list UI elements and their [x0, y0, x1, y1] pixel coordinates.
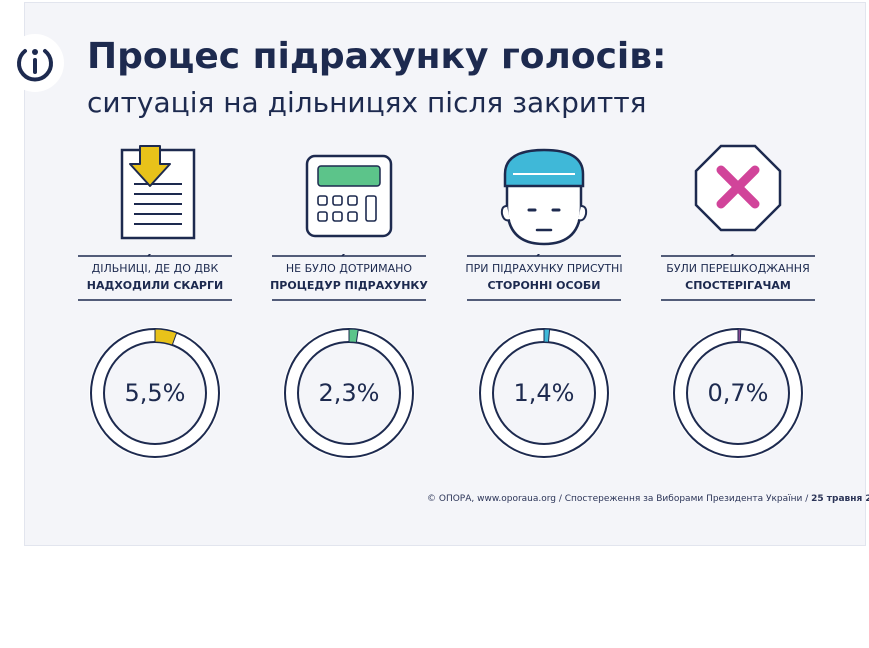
stat-label-line1: ДІЛЬНИЦІ, ДЕ ДО ДВК	[91, 262, 219, 275]
value-label: 1,4%	[514, 379, 575, 407]
donut-chart: 0,7%	[672, 327, 804, 459]
power-info-icon	[17, 49, 53, 82]
stat-label-line2: СТОРОННІ ОСОБИ	[487, 279, 601, 292]
donut-chart: 5,5%	[89, 327, 221, 459]
footer-credit: © ОПОРА, www.oporaua.org / Спостереження…	[427, 494, 869, 504]
footer-date: 25 травня 2014	[811, 494, 869, 504]
stat-label-line2: ПРОЦЕДУР ПІДРАХУНКУ	[270, 279, 428, 292]
document-download-icon	[120, 145, 196, 240]
footer-source: © ОПОРА, www.oporaua.org / Спостереження…	[427, 494, 809, 504]
donut-chart: 1,4%	[478, 327, 610, 459]
stat-label-line1: ПРИ ПІДРАХУНКУ ПРИСУТНІ	[465, 262, 623, 275]
label-rules	[661, 254, 815, 301]
person-beanie-icon	[500, 148, 588, 246]
donut-slice	[737, 328, 742, 343]
donut-chart: 2,3%	[283, 327, 415, 459]
page-subtitle: ситуація на дільницях після закриття	[87, 86, 647, 119]
value-label: 2,3%	[319, 379, 380, 407]
stat-label-line2: СПОСТЕРІГАЧАМ	[685, 279, 791, 292]
stat-label-line2: НАДХОДИЛИ СКАРГИ	[86, 279, 224, 292]
value-label: 0,7%	[708, 379, 769, 407]
value-label: 5,5%	[125, 379, 186, 407]
label-rules	[467, 254, 621, 301]
page-title: Процес підрахунку голосів:	[87, 36, 667, 77]
label-rules	[78, 254, 232, 301]
label-rules	[272, 254, 426, 301]
stat-label-line1: БУЛИ ПЕРЕШКОДЖАННЯ	[666, 262, 810, 275]
calculator-icon	[305, 154, 393, 238]
stop-x-icon	[694, 144, 782, 232]
donut-slice	[348, 328, 359, 344]
donut-slice	[543, 328, 551, 343]
stat-label-line1: НЕ БУЛО ДОТРИМАНО	[285, 262, 413, 275]
logo-badge	[6, 34, 64, 92]
donut-slice	[154, 328, 178, 346]
